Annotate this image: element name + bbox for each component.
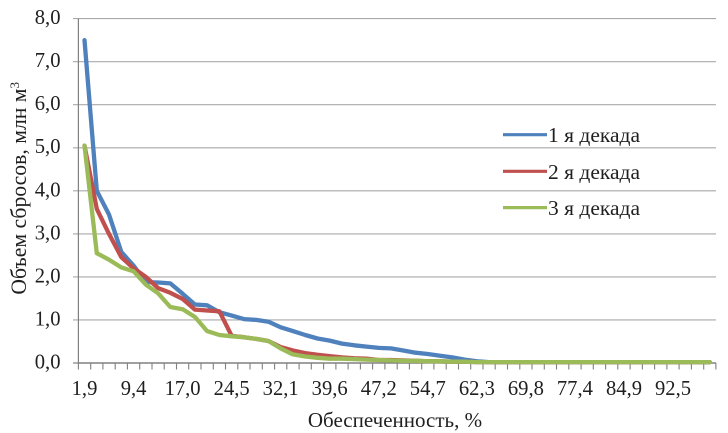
svg-text:5,0: 5,0 xyxy=(35,136,61,158)
svg-text:4,0: 4,0 xyxy=(35,179,61,201)
svg-text:92,5: 92,5 xyxy=(655,378,691,400)
svg-text:77,4: 77,4 xyxy=(557,378,593,400)
svg-text:1,0: 1,0 xyxy=(35,308,61,330)
svg-text:8,0: 8,0 xyxy=(35,7,61,29)
svg-text:54,7: 54,7 xyxy=(410,378,446,400)
svg-text:2 я декада: 2 я декада xyxy=(548,160,640,184)
svg-text:3,0: 3,0 xyxy=(35,222,61,244)
svg-text:39,6: 39,6 xyxy=(312,378,348,400)
svg-text:9,4: 9,4 xyxy=(121,378,147,400)
svg-text:Обеспеченность, %: Обеспеченность, % xyxy=(308,408,482,432)
svg-text:17,0: 17,0 xyxy=(165,378,201,400)
svg-text:2,0: 2,0 xyxy=(35,265,61,287)
svg-text:6,0: 6,0 xyxy=(35,93,61,115)
svg-text:Объем сбросов, млн м3: Объем сбросов, млн м3 xyxy=(7,82,31,295)
svg-text:62,3: 62,3 xyxy=(459,378,495,400)
svg-text:3 я декада: 3 я декада xyxy=(548,196,640,220)
svg-text:0,0: 0,0 xyxy=(35,352,61,374)
svg-text:69,8: 69,8 xyxy=(508,378,544,400)
svg-text:84,9: 84,9 xyxy=(606,378,642,400)
svg-text:1 я декада: 1 я декада xyxy=(548,123,640,147)
svg-text:7,0: 7,0 xyxy=(35,50,61,72)
svg-text:1,9: 1,9 xyxy=(72,378,98,400)
svg-text:24,5: 24,5 xyxy=(214,378,250,400)
svg-text:32,1: 32,1 xyxy=(263,378,299,400)
svg-text:47,2: 47,2 xyxy=(361,378,397,400)
